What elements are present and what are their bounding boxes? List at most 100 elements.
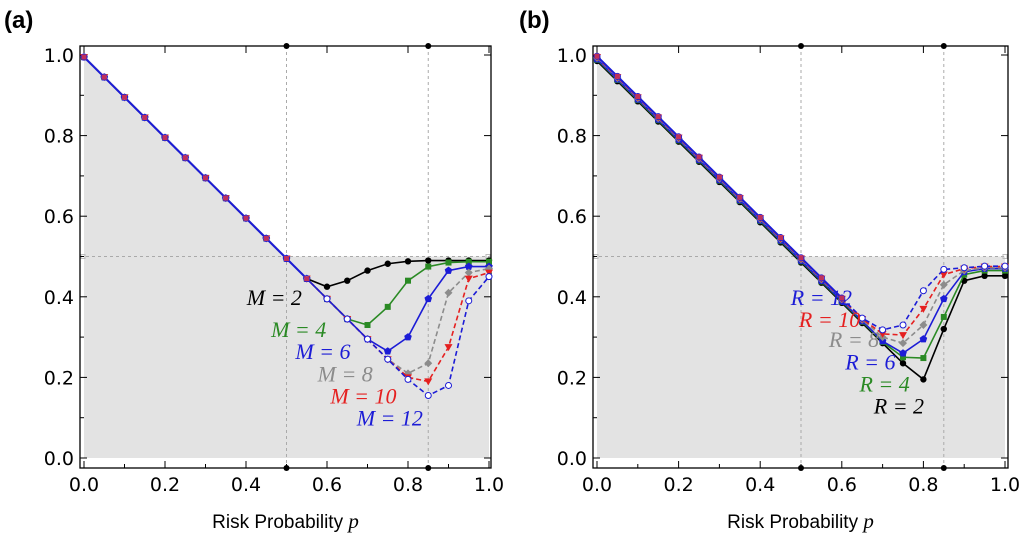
data-point	[323, 295, 331, 303]
y-tick-label: 0.2	[557, 367, 587, 389]
data-point	[464, 268, 473, 277]
data-point	[485, 273, 493, 281]
data-point	[424, 359, 433, 368]
overlay-point	[778, 235, 784, 241]
data-point	[383, 347, 392, 355]
y-tick-label: 0.6	[44, 206, 74, 228]
data-point	[940, 325, 947, 333]
reference-hline-marker-right	[1002, 254, 1008, 259]
overlay-point	[263, 235, 269, 241]
y-tick-label: 0.6	[557, 206, 587, 228]
overlay-point	[304, 276, 310, 282]
data-point	[364, 322, 371, 329]
overlay-point	[818, 275, 824, 281]
y-tick-label: 0.8	[44, 126, 74, 148]
series-label: R = 12	[790, 285, 852, 310]
overlay-point	[142, 114, 148, 120]
x-axis-label-text: Risk Probability	[212, 512, 348, 533]
data-point	[364, 267, 371, 274]
overlay-point	[839, 295, 845, 301]
data-point	[879, 326, 887, 334]
data-point	[899, 339, 907, 348]
data-point	[940, 313, 947, 320]
series-line	[596, 55, 1005, 331]
y-tick-label: 0.0	[44, 448, 74, 470]
overlay-point	[122, 94, 127, 100]
x-axis-label-variable: p	[346, 509, 359, 533]
x-tick-label: 0.8	[908, 474, 938, 496]
y-tick-label: 0.4	[557, 287, 587, 309]
data-point	[981, 272, 988, 280]
overlay-point	[655, 114, 661, 120]
data-point	[424, 294, 433, 303]
data-point	[425, 263, 432, 270]
data-point	[919, 335, 928, 343]
y-tick-label: 0.8	[557, 126, 587, 148]
data-point	[940, 294, 948, 303]
y-tick-label: 0.4	[44, 287, 74, 309]
overlay-point	[614, 73, 620, 79]
data-point	[900, 354, 906, 361]
x-tick-label: 1.0	[990, 474, 1020, 496]
data-point	[465, 297, 473, 305]
overlay-point	[243, 215, 249, 221]
series-label: M = 8	[317, 361, 373, 386]
data-point	[344, 277, 351, 284]
data-point	[899, 321, 907, 329]
overlay-point	[696, 154, 702, 160]
data-point	[919, 287, 927, 295]
data-point	[1001, 272, 1009, 280]
x-tick-label: 0.2	[663, 474, 693, 496]
series-label: R = 10	[798, 307, 860, 332]
overlay-point	[757, 214, 763, 220]
data-point	[981, 262, 989, 270]
panel-b-label: (b)	[519, 7, 550, 34]
data-point	[464, 275, 473, 283]
y-tick-label: 1.0	[44, 45, 74, 67]
data-point	[858, 314, 866, 322]
data-point	[404, 258, 412, 265]
data-point	[465, 258, 472, 265]
data-point	[920, 355, 927, 362]
data-point	[384, 260, 391, 267]
data-point	[405, 277, 411, 284]
y-tick-label: 1.0	[557, 45, 587, 67]
data-point	[899, 360, 907, 367]
x-tick-label: 0.4	[745, 474, 775, 496]
x-axis-label: Risk Probability p	[212, 509, 359, 533]
overlay-point	[594, 53, 600, 59]
panel-a-label: (a)	[4, 7, 33, 34]
data-point	[464, 262, 473, 270]
x-tick-label: 0.8	[393, 474, 423, 496]
series-label: R = 4	[858, 371, 909, 396]
overlay-point	[162, 135, 168, 141]
x-tick-label: 0.0	[69, 474, 99, 496]
series-label: M = 4	[270, 317, 326, 342]
data-point	[919, 321, 928, 330]
overlay-point	[203, 175, 208, 181]
data-point	[404, 333, 412, 341]
data-point	[899, 349, 907, 357]
panel-a: (a) 0.0 0.2 0.4 0.6 0.8 1.0 0.0 0.2 0.4 0.6 0.8 1.0…	[4, 7, 504, 533]
data-point	[919, 305, 928, 313]
series-label: M = 10	[329, 384, 396, 409]
y-tick-label: 0.2	[44, 367, 74, 389]
overlay-point	[101, 74, 107, 80]
overlay-point	[716, 174, 722, 180]
data-point	[364, 335, 371, 343]
data-point	[384, 355, 392, 363]
data-point	[445, 381, 452, 389]
x-tick-label: 0.0	[582, 474, 612, 496]
data-point	[920, 376, 927, 383]
series-label: M = 6	[294, 339, 350, 364]
overlay-point	[182, 155, 188, 161]
data-point	[486, 258, 492, 265]
data-point	[384, 303, 391, 310]
x-axis-label: Risk Probability p	[727, 509, 874, 533]
panel-b: (b) 0.0 0.2 0.4 0.6 0.8 1.0 0.0 0.2 0.4 0.6 0.8 1.0…	[519, 7, 1020, 533]
x-tick-label: 0.4	[231, 474, 261, 496]
x-tick-label: 0.2	[150, 474, 180, 496]
y-tick-label: 0.0	[557, 448, 587, 470]
data-point	[425, 257, 432, 264]
